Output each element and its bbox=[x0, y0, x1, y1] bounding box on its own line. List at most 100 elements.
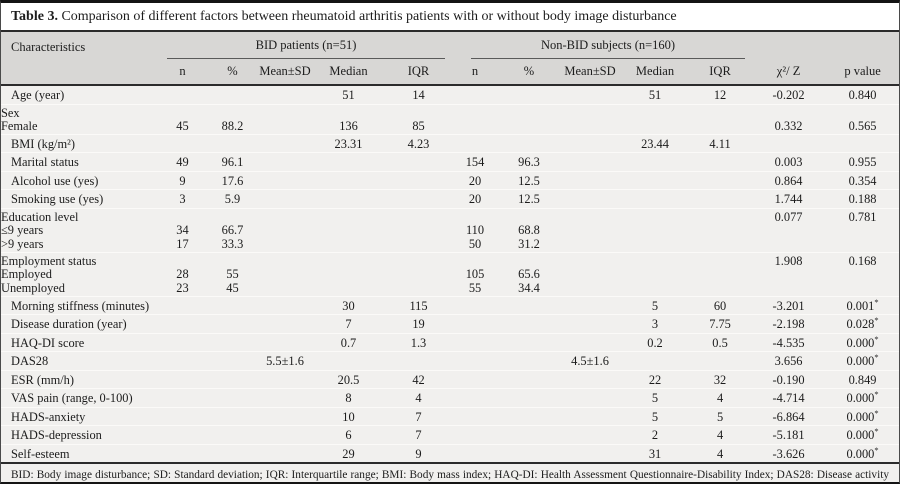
table-row: BMI (kg/m²) 23.31 4.23 23.44 4.11 bbox=[1, 133, 899, 153]
cell bbox=[559, 295, 622, 315]
cell: 14 bbox=[412, 88, 425, 102]
cell bbox=[451, 120, 499, 135]
cell bbox=[621, 189, 690, 208]
cell bbox=[451, 207, 500, 224]
col-header-iqr: IQR bbox=[709, 64, 731, 78]
cell bbox=[159, 295, 206, 315]
cell: 17.6 bbox=[206, 170, 259, 190]
row-label: HADS-depression bbox=[1, 425, 159, 444]
cell bbox=[386, 103, 452, 120]
cell bbox=[159, 207, 206, 224]
cell bbox=[206, 388, 259, 407]
cell: 28 bbox=[176, 266, 189, 281]
cell bbox=[206, 314, 259, 333]
cell bbox=[159, 443, 206, 462]
cell bbox=[206, 443, 259, 462]
cell: 50 bbox=[468, 236, 482, 251]
cell bbox=[559, 207, 622, 224]
cell bbox=[559, 268, 621, 282]
table-body: Age (year) 51 14 51 12 -0.202 0.840 Sex Female 45… bbox=[1, 85, 899, 462]
table-row: Morning stiffness (minutes) 30 115 5 60 -3.20… bbox=[1, 295, 899, 315]
col-header-n: n bbox=[179, 64, 186, 78]
row-label: Employed bbox=[1, 266, 52, 281]
cell bbox=[559, 133, 622, 153]
significance-asterisk: * bbox=[874, 333, 879, 344]
col-header-meansd: Mean±SD bbox=[564, 64, 616, 78]
cell: 4.5±1.6 bbox=[559, 351, 622, 370]
cell bbox=[499, 388, 560, 407]
cell bbox=[451, 295, 500, 315]
cell bbox=[689, 189, 752, 208]
cell bbox=[386, 351, 452, 370]
cell bbox=[311, 282, 386, 297]
cell bbox=[259, 425, 311, 444]
row-label: DAS28 bbox=[1, 351, 159, 370]
cell: 45 bbox=[176, 118, 189, 133]
cell bbox=[159, 332, 206, 352]
cell: 0.077 bbox=[751, 207, 827, 224]
row-label: Education level bbox=[1, 207, 159, 224]
cell: 1.744 bbox=[751, 189, 827, 208]
cell: 65.6 bbox=[518, 266, 540, 281]
chi-z-header: χ²/ Z bbox=[776, 64, 801, 78]
cell: -4.714 bbox=[751, 388, 827, 407]
cell bbox=[311, 224, 386, 238]
cell bbox=[689, 207, 752, 224]
cell: 2 bbox=[621, 425, 690, 444]
cell bbox=[159, 388, 206, 407]
cell bbox=[259, 251, 311, 268]
cell: 8 bbox=[311, 388, 386, 407]
cell bbox=[311, 251, 386, 268]
cell: -6.864 bbox=[751, 406, 827, 426]
header-group-row: Characteristics BID patients (n=51) Non-… bbox=[1, 32, 899, 78]
row-label: Self-esteem bbox=[1, 443, 159, 462]
cell bbox=[259, 133, 311, 153]
cell: 4.23 bbox=[386, 133, 452, 153]
cell: 45 bbox=[226, 280, 239, 295]
cell: 4.11 bbox=[689, 133, 752, 153]
cell bbox=[499, 443, 560, 462]
row-label: Marital status bbox=[1, 152, 159, 171]
cell bbox=[559, 443, 622, 462]
cell bbox=[499, 133, 560, 153]
table-row: Unemployed 23 45 55 34.4 bbox=[1, 280, 899, 297]
cell: 0.001* bbox=[826, 295, 899, 315]
table-row: Self-esteem 29 9 31 4 -3.626 0.000* bbox=[1, 443, 899, 462]
row-label: HAQ-DI score bbox=[1, 332, 159, 352]
cell bbox=[311, 351, 386, 370]
cell bbox=[559, 120, 621, 135]
cell bbox=[689, 224, 751, 238]
cell bbox=[826, 103, 899, 120]
cell bbox=[621, 207, 690, 224]
cell: -3.626 bbox=[751, 443, 827, 462]
cell: 5 bbox=[689, 406, 752, 426]
cell: -2.198 bbox=[751, 314, 827, 333]
cell: 49 bbox=[159, 152, 206, 171]
cell bbox=[311, 268, 386, 282]
cell: 0.000* bbox=[826, 332, 899, 352]
table-row: HADS-depression 6 7 2 4 -5.181 0.000* bbox=[1, 425, 899, 444]
cell: 136 bbox=[339, 118, 358, 133]
cell bbox=[206, 207, 259, 224]
cell bbox=[386, 251, 452, 268]
cell bbox=[559, 189, 622, 208]
cell bbox=[751, 238, 826, 253]
cell: -3.201 bbox=[751, 295, 827, 315]
cell bbox=[159, 425, 206, 444]
cell: 55 bbox=[226, 266, 239, 281]
cell: 0.188 bbox=[826, 189, 899, 208]
table-row: Age (year) 51 14 51 12 -0.202 0.840 bbox=[1, 85, 899, 104]
table-row: ≤9 years 34 66.7 110 68.8 bbox=[1, 223, 899, 238]
row-label: Alcohol use (yes) bbox=[1, 170, 159, 190]
table-row: Alcohol use (yes) 9 17.6 20 12.5 0.864 0.354 bbox=[1, 170, 899, 190]
row-label: >9 years bbox=[1, 236, 44, 251]
cell: 88.2 bbox=[221, 118, 244, 133]
cell bbox=[621, 282, 689, 297]
cell bbox=[159, 103, 206, 120]
cell bbox=[259, 238, 311, 253]
row-label: Age (year) bbox=[11, 88, 65, 102]
table-row: Smoking use (yes) 3 5.9 20 12.5 1.744 0.188 bbox=[1, 189, 899, 208]
cell bbox=[451, 369, 500, 389]
cell bbox=[621, 268, 689, 282]
cell: 7 bbox=[311, 314, 386, 333]
